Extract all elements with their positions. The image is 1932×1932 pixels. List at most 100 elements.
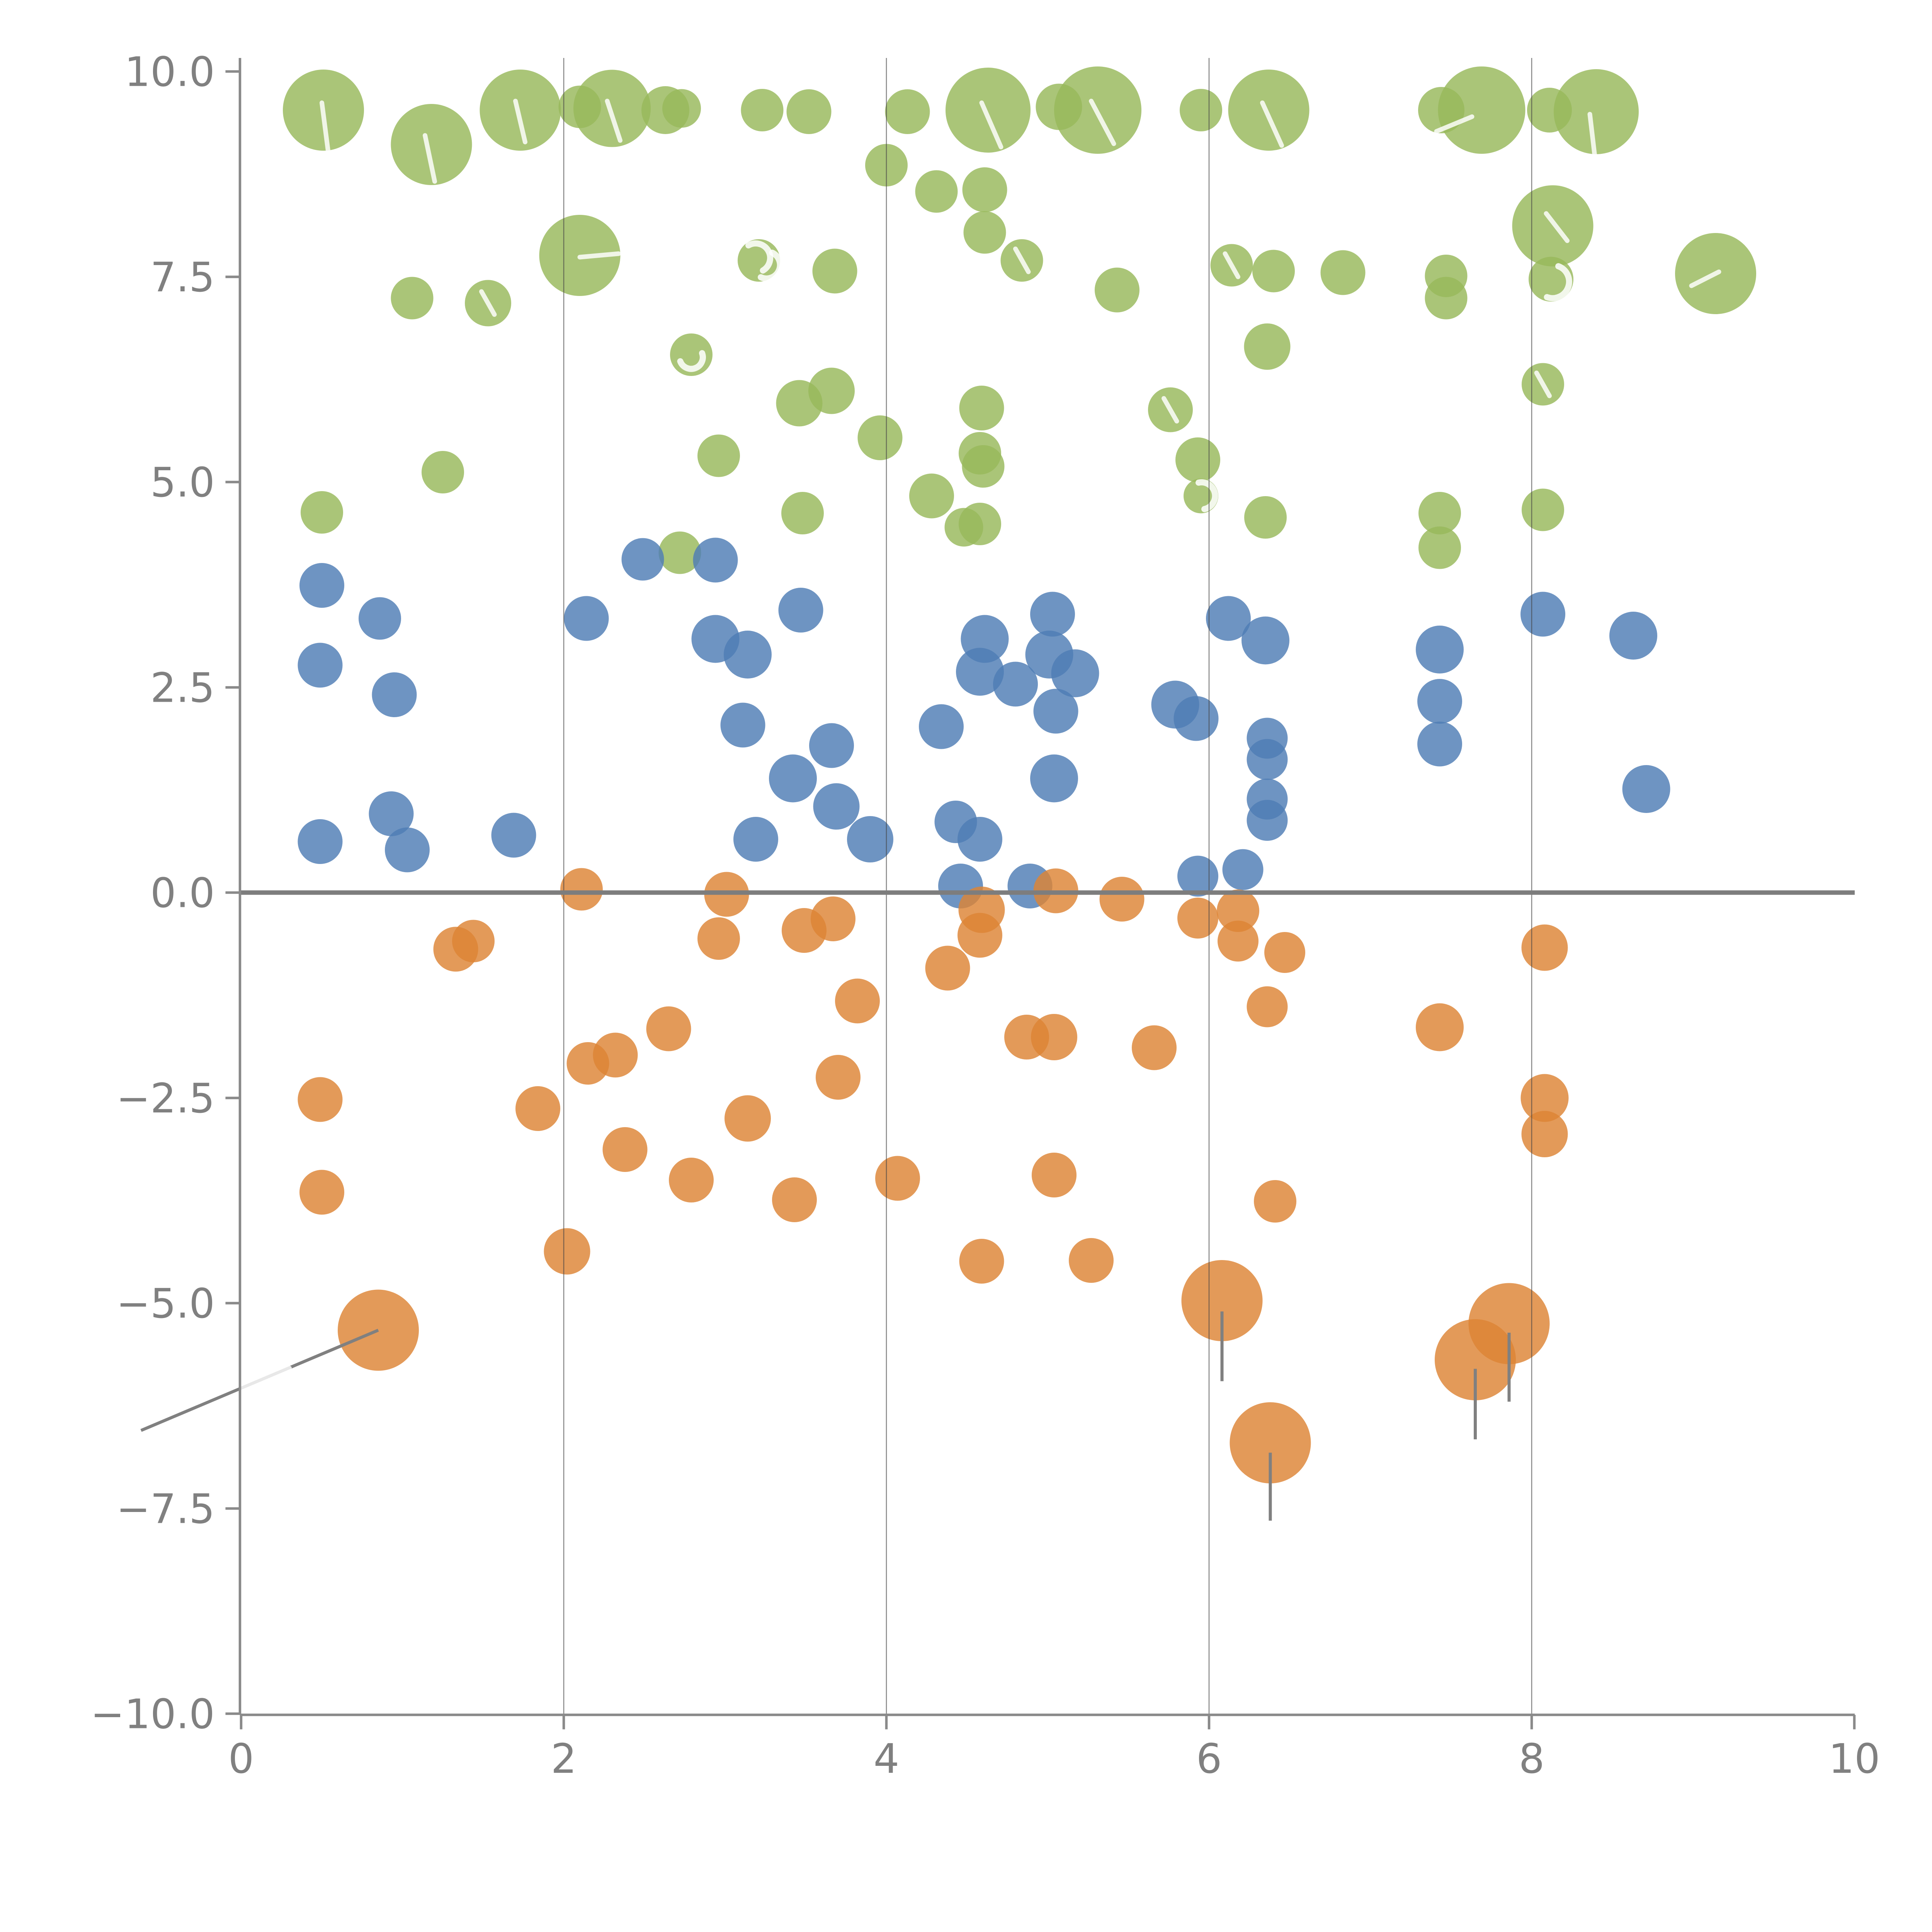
white-slash-mark	[1260, 100, 1284, 148]
data-point-blue	[372, 672, 417, 717]
data-point-orange	[1520, 1074, 1569, 1122]
data-point-orange	[1254, 1180, 1296, 1223]
data-point-blue	[993, 662, 1038, 707]
data-point-blue	[1247, 739, 1288, 780]
data-point-blue	[720, 702, 765, 748]
data-point-orange	[1230, 1402, 1311, 1483]
white-arc-mark	[745, 240, 774, 274]
data-point-green	[1180, 89, 1222, 131]
data-point-orange	[1031, 1014, 1077, 1060]
data-point-orange	[1181, 1260, 1263, 1341]
data-point-orange	[1032, 1153, 1077, 1198]
data-point-blue	[1030, 754, 1078, 803]
y-tick-label: 2.5	[150, 665, 215, 712]
data-point-green	[1554, 69, 1639, 154]
data-point-green	[962, 445, 1005, 488]
data-point-orange	[1468, 1283, 1550, 1364]
data-point-blue	[1033, 689, 1078, 734]
white-slash-mark	[1223, 251, 1240, 279]
data-point-blue	[621, 538, 664, 581]
data-point-orange	[959, 1239, 1004, 1284]
data-point-blue	[956, 648, 1004, 696]
data-point-orange	[544, 1228, 590, 1275]
data-point-green	[1425, 277, 1468, 320]
data-point-orange	[835, 978, 880, 1024]
data-point-orange	[602, 1127, 648, 1172]
data-point-green	[1418, 492, 1461, 534]
tick-labels-layer: 10.0 7.5 5.0 2.5 0.0 −2.5 −5.0 −7.5 −10.0 0 2 4 6 8 10	[90, 49, 1880, 1783]
data-point-blue	[1177, 855, 1219, 897]
data-point-green	[1320, 250, 1366, 295]
data-point-orange	[668, 1158, 714, 1202]
data-point-blue	[564, 596, 609, 641]
white-slash-mark	[605, 99, 622, 143]
data-point-blue	[369, 791, 414, 836]
data-point-blue	[1417, 679, 1463, 724]
data-point-orange	[925, 946, 970, 991]
data-point-blue	[1609, 612, 1657, 660]
x-tick-label: 2	[551, 1735, 577, 1782]
data-point-blue	[769, 754, 817, 803]
data-point-orange	[1416, 1003, 1464, 1051]
data-point-green	[697, 434, 740, 477]
data-point-blue	[724, 631, 772, 679]
data-point-blue	[1242, 616, 1289, 665]
data-point-blue	[1173, 696, 1219, 741]
y-tick-label: −10.0	[90, 1691, 215, 1738]
y-tick-label: 10.0	[124, 49, 215, 96]
white-slash-mark	[1088, 99, 1116, 146]
data-point-green	[480, 70, 561, 151]
data-point-orange	[560, 868, 603, 911]
data-point-blue	[491, 813, 536, 858]
data-point-green	[741, 89, 784, 131]
white-slash-mark	[479, 289, 497, 317]
data-point-orange	[697, 917, 740, 960]
data-point-blue	[957, 817, 1002, 862]
y-tick-label: 0.0	[150, 870, 215, 917]
data-point-green	[781, 492, 824, 534]
data-point-green	[963, 211, 1006, 254]
white-slash-mark	[1162, 396, 1179, 423]
data-point-blue	[1417, 721, 1463, 767]
series-blue	[298, 537, 1670, 908]
white-slash-mark	[979, 100, 1003, 150]
data-point-green	[1244, 323, 1291, 370]
data-point-blue	[1416, 626, 1464, 673]
data-point-orange	[782, 908, 827, 953]
data-point-blue	[1222, 849, 1264, 890]
gridlines-layer	[563, 58, 1532, 1715]
data-point-green	[808, 367, 855, 414]
data-point-green	[1512, 185, 1594, 267]
white-slash-mark	[577, 251, 621, 260]
data-point-blue	[733, 817, 779, 862]
data-point-green	[1522, 488, 1564, 531]
white-arc-mark	[1544, 263, 1572, 301]
x-tick-label: 4	[874, 1735, 900, 1782]
white-slash-mark	[1544, 211, 1570, 243]
data-point-orange	[593, 1032, 638, 1078]
data-point-orange	[1521, 1111, 1568, 1157]
white-arc-mark	[1196, 479, 1218, 512]
data-point-blue	[813, 783, 860, 830]
white-slash-mark	[423, 133, 437, 184]
data-point-blue	[1520, 592, 1565, 637]
data-point-orange	[724, 1095, 771, 1142]
data-point-blue	[1247, 800, 1288, 841]
data-point-green	[959, 385, 1004, 430]
data-point-blue	[1206, 596, 1251, 641]
data-point-green	[915, 170, 958, 213]
data-point-orange	[875, 1156, 920, 1201]
data-point-green	[857, 415, 903, 460]
data-point-green	[885, 89, 930, 134]
data-point-green	[946, 68, 1031, 153]
data-point-green	[391, 277, 434, 320]
data-point-green	[1095, 267, 1140, 313]
data-point-orange	[299, 1170, 344, 1215]
data-point-green	[1418, 526, 1461, 569]
data-point-orange	[1247, 986, 1288, 1027]
data-point-green	[1228, 70, 1310, 151]
white-slash-mark	[1689, 269, 1721, 288]
series-green	[283, 66, 1756, 574]
